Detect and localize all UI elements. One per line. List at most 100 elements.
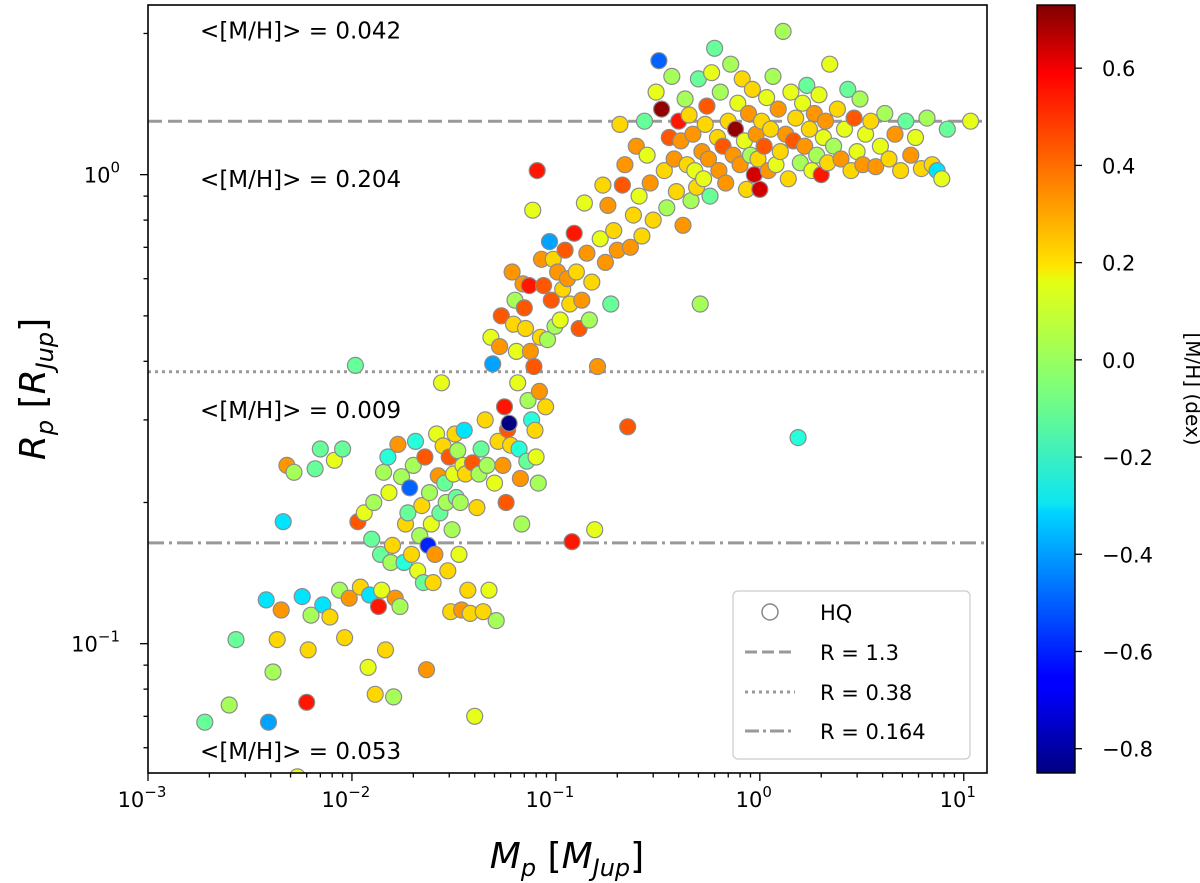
scatter-point bbox=[655, 162, 673, 180]
scatter-point bbox=[644, 211, 662, 229]
scatter-point bbox=[492, 307, 510, 325]
scatter-point bbox=[538, 331, 557, 349]
scatter-point bbox=[810, 86, 828, 104]
scatter-point bbox=[379, 448, 397, 466]
scatter-point bbox=[588, 357, 607, 376]
scatter-point bbox=[729, 94, 747, 112]
scatter-point bbox=[705, 39, 724, 57]
x-tick-label: 10−1 bbox=[525, 783, 574, 812]
scatter-point bbox=[466, 707, 484, 725]
scatter-point bbox=[787, 109, 805, 127]
metallicity-annotation: <[M/H]> = 0.042 bbox=[200, 18, 401, 44]
scatter-point bbox=[443, 521, 461, 539]
scatter-point bbox=[268, 630, 286, 649]
scatter-point bbox=[511, 469, 530, 488]
scatter-point bbox=[591, 230, 609, 248]
colorbar-tick-label: 0.6 bbox=[1102, 57, 1135, 81]
colorbar-label: [M/H] (dex) bbox=[1181, 332, 1200, 445]
scatter-point bbox=[567, 263, 586, 281]
scatter-point bbox=[635, 112, 654, 130]
scatter-point bbox=[880, 150, 898, 168]
scatter-point bbox=[451, 493, 469, 512]
scatter-point bbox=[272, 601, 290, 619]
scatter-point bbox=[816, 112, 835, 130]
scatter-point bbox=[369, 597, 388, 616]
scatter-point bbox=[897, 112, 915, 130]
scatter-point bbox=[613, 176, 632, 194]
metallicity-annotation: <[M/H]> = 0.009 bbox=[200, 398, 401, 424]
scatter-point bbox=[340, 589, 358, 607]
x-tick-label: 100 bbox=[736, 783, 772, 812]
scatter-point bbox=[540, 233, 559, 251]
scatter-point bbox=[782, 83, 800, 101]
scatter-point bbox=[663, 67, 681, 86]
scatter-point bbox=[743, 80, 762, 99]
scatter-point bbox=[674, 216, 692, 234]
scatter-point bbox=[497, 493, 515, 512]
scatter-point bbox=[698, 97, 716, 115]
scatter-point bbox=[563, 533, 581, 551]
scatter-point bbox=[220, 696, 238, 714]
x-axis-ticks: 10−3 10−2 10−1 100 101 bbox=[118, 773, 976, 812]
legend-label-hq: HQ bbox=[820, 601, 852, 625]
scatter-point bbox=[798, 76, 816, 95]
scatter-point bbox=[455, 421, 473, 439]
scatter-point bbox=[406, 432, 425, 450]
scatter-point bbox=[933, 170, 951, 188]
scatter-point bbox=[196, 713, 214, 731]
scatter-point bbox=[565, 224, 583, 242]
scatter-point bbox=[383, 536, 402, 555]
metallicity-annotation: <[M/H]> = 0.053 bbox=[200, 739, 401, 765]
scatter-point bbox=[769, 100, 787, 118]
scatter-point bbox=[684, 125, 702, 143]
x-axis-title: Mp [MJup] bbox=[490, 836, 644, 882]
scatter-point bbox=[751, 180, 769, 198]
scatter-point bbox=[691, 295, 709, 313]
scatter-point bbox=[293, 587, 311, 606]
y-tick-label: 10−1 bbox=[71, 628, 120, 657]
scatter-point bbox=[527, 448, 545, 466]
scatter-point bbox=[583, 273, 601, 291]
scatter-point bbox=[298, 693, 316, 711]
scatter-point bbox=[638, 146, 656, 164]
scatter-point bbox=[487, 611, 505, 630]
legend-label-dotted: R = 0.38 bbox=[820, 681, 912, 705]
colorbar-tick-label: −0.4 bbox=[1102, 543, 1153, 567]
scatter-point bbox=[599, 196, 617, 214]
scatter-point bbox=[699, 150, 718, 168]
scatter-point bbox=[835, 120, 854, 138]
scatter-point bbox=[821, 55, 839, 73]
scatter-point bbox=[439, 562, 457, 580]
scatter-point bbox=[306, 460, 324, 478]
x-tick-label: 10−3 bbox=[118, 783, 167, 812]
scatter-point bbox=[586, 521, 604, 539]
legend-label-dashdot: R = 0.164 bbox=[820, 720, 926, 744]
scatter-point bbox=[521, 342, 540, 360]
scatter-point bbox=[336, 629, 354, 647]
scatter-point bbox=[717, 174, 735, 192]
plot-frame bbox=[147, 4, 988, 774]
scatter-point bbox=[578, 244, 596, 262]
scatter-point bbox=[630, 187, 648, 205]
scatter-point bbox=[701, 187, 719, 205]
scatter-point bbox=[289, 768, 306, 773]
legend-frame bbox=[732, 590, 971, 760]
scatter-point bbox=[575, 194, 594, 212]
scatter-point bbox=[726, 120, 745, 138]
scatter-point bbox=[605, 222, 623, 240]
scatter-point bbox=[259, 713, 278, 731]
legend-label-dashed: R = 1.3 bbox=[820, 641, 899, 665]
scatter-point bbox=[510, 440, 528, 458]
scatter-point bbox=[503, 263, 521, 281]
scatter-point bbox=[867, 158, 885, 176]
scatter-point bbox=[902, 146, 920, 164]
scatter-point bbox=[621, 238, 640, 256]
scatter-point bbox=[528, 162, 546, 180]
scatter-point bbox=[520, 277, 538, 295]
x-tick-label: 10−2 bbox=[322, 783, 371, 812]
scatter-point bbox=[667, 183, 686, 201]
scatter-point bbox=[402, 545, 421, 564]
legend-marker-circle bbox=[761, 603, 779, 621]
scatter-point bbox=[824, 137, 843, 155]
colorbar-tick-label: −0.6 bbox=[1102, 640, 1153, 664]
